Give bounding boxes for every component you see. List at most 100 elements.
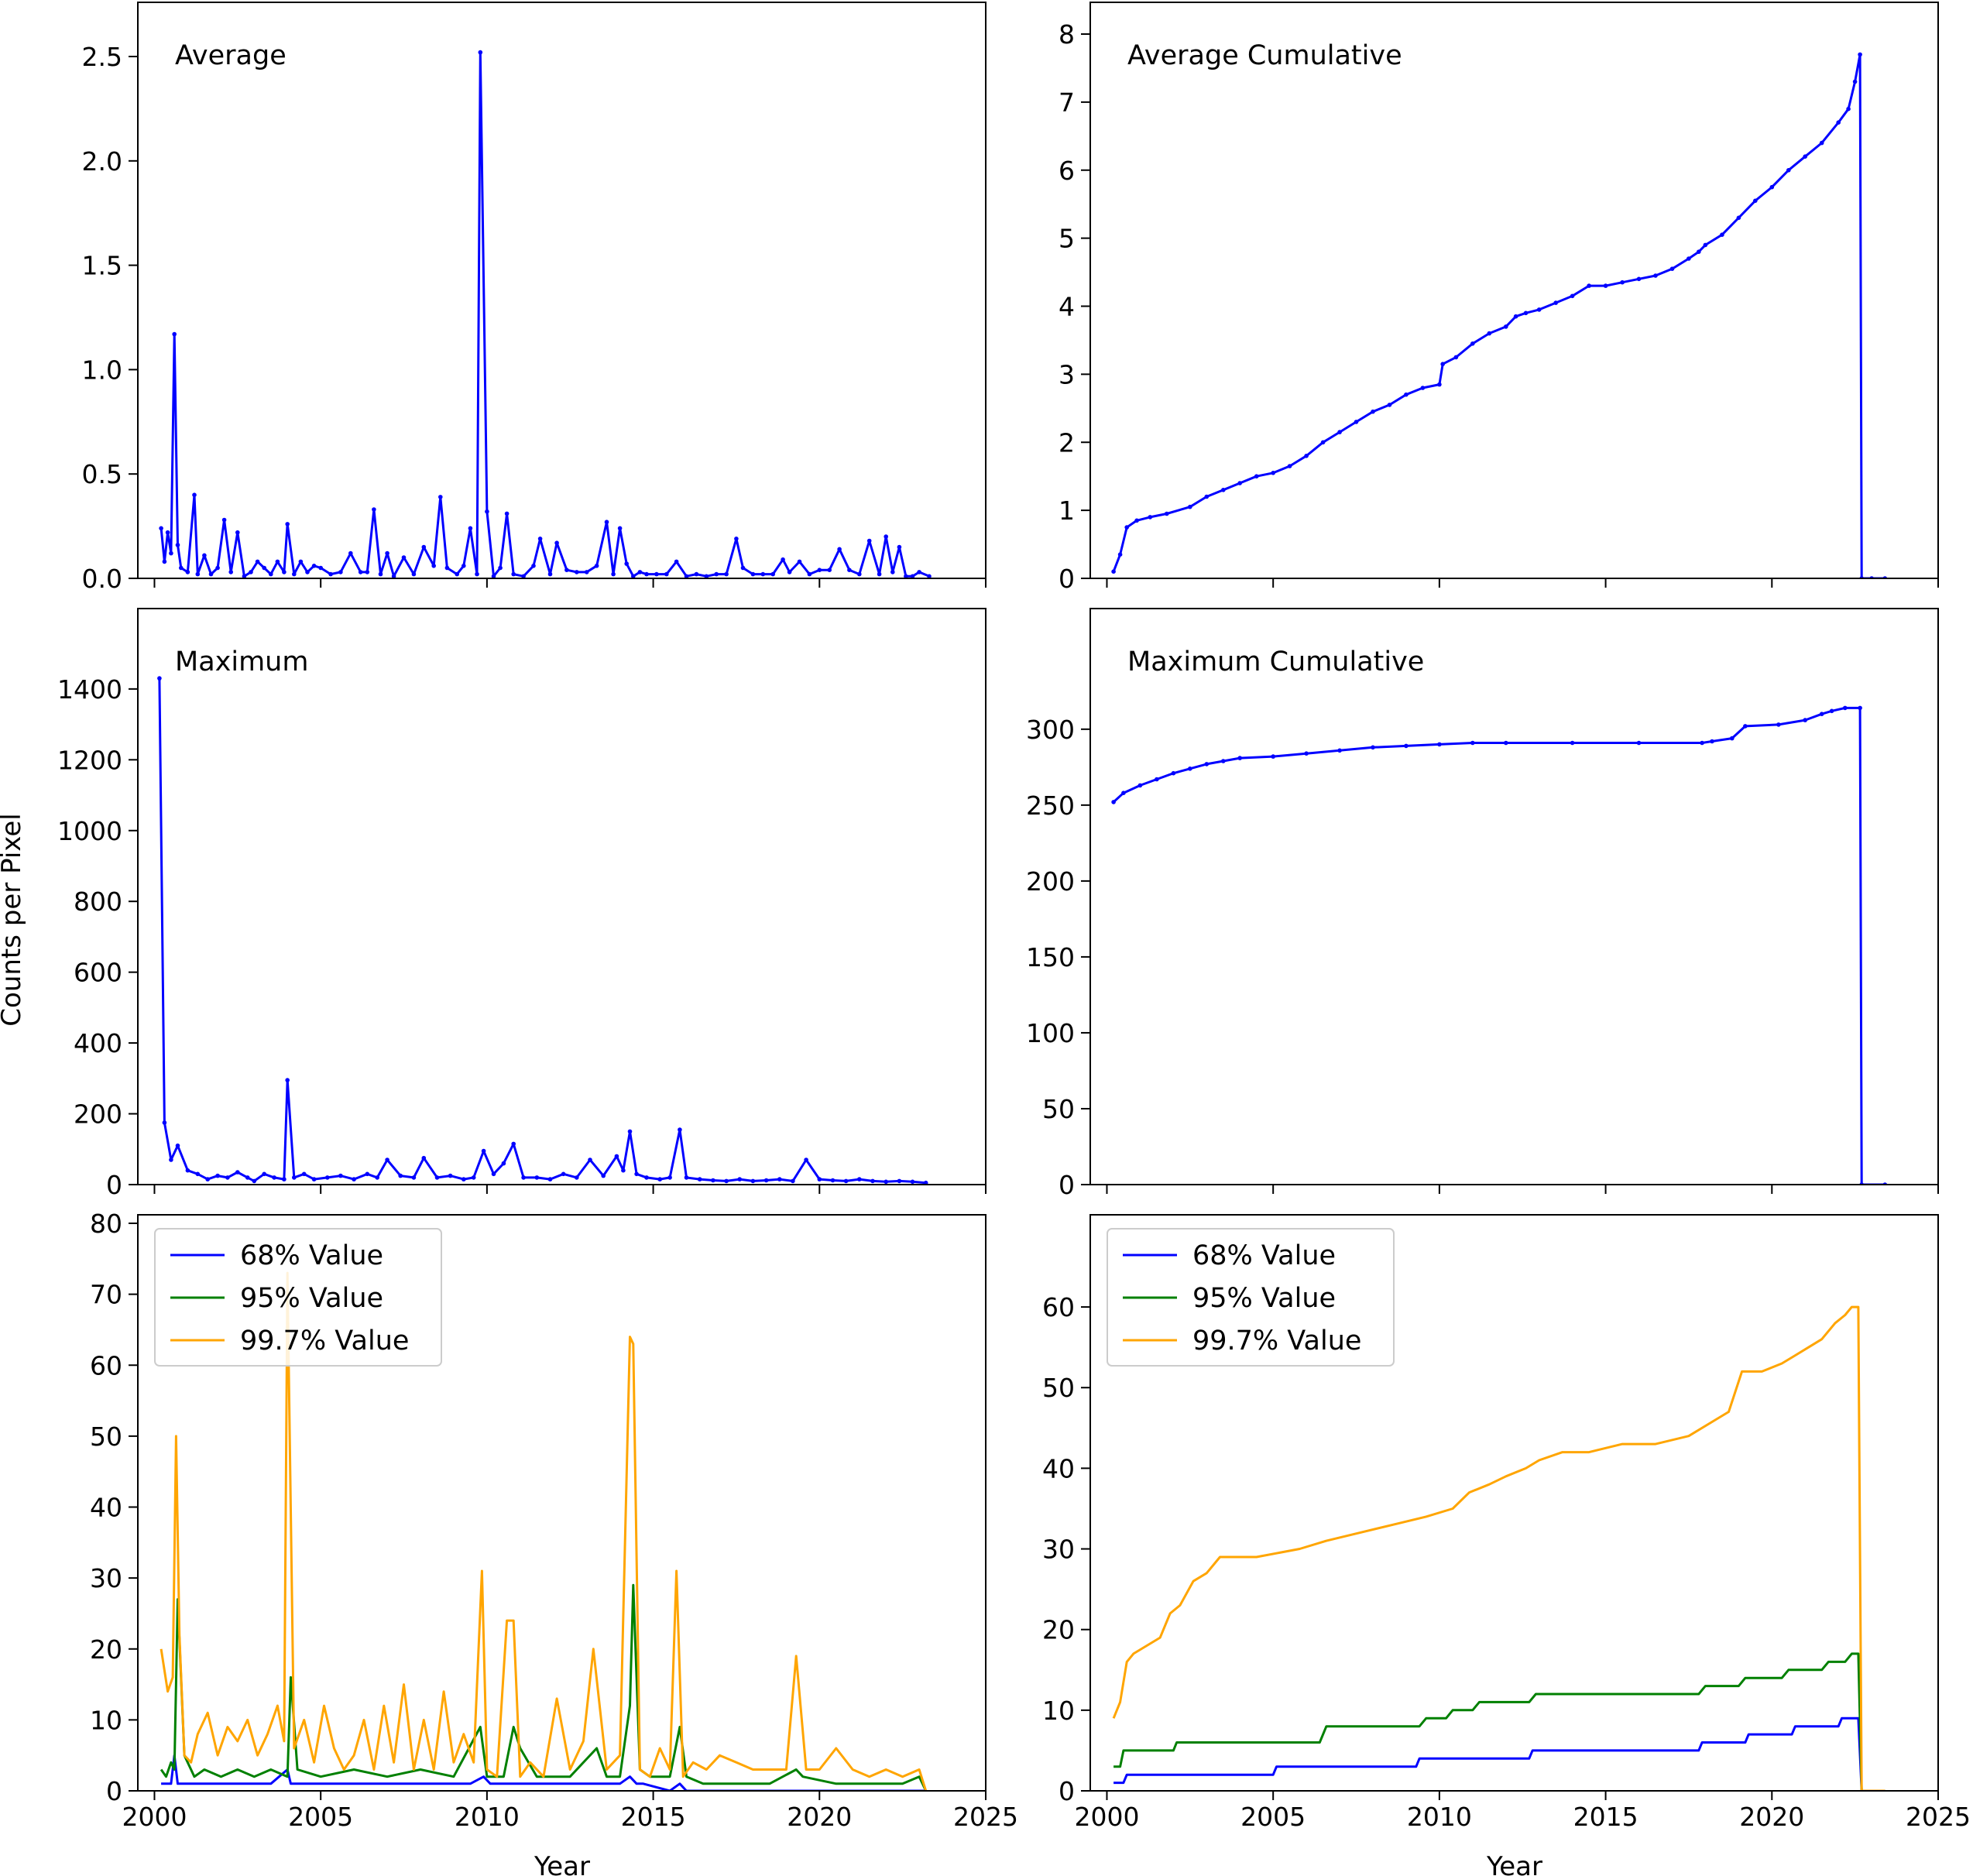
data-point-avg-0-53	[511, 571, 516, 577]
data-point-avg-0-36	[385, 550, 389, 556]
data-point-max-0-4	[185, 1168, 190, 1173]
data-point-max-0-56	[750, 1178, 756, 1184]
data-point-max-0-21	[352, 1177, 356, 1182]
panel-title-avgcum: Average Cumulative	[1127, 40, 1402, 71]
data-point-avgcum-0-12	[1287, 464, 1292, 468]
data-point-max-0-2	[169, 1157, 173, 1162]
data-point-avgcum-0-22	[1440, 362, 1445, 367]
data-point-avg-0-0	[159, 526, 163, 531]
data-point-max-0-55	[737, 1177, 742, 1182]
data-point-max-0-63	[843, 1178, 849, 1184]
data-point-max-0-68	[910, 1179, 915, 1185]
data-point-avgcum-0-48	[1836, 120, 1841, 125]
data-point-avg-0-42	[438, 495, 443, 499]
data-point-maxcum-0-10	[1304, 751, 1309, 756]
data-point-avg-0-12	[215, 565, 220, 571]
data-point-avg-0-98	[910, 574, 915, 578]
panel-pct: 2000 2005 2010 2015 2020 2025 0 10 20 30 40 50 60 70 8…	[90, 1209, 1018, 1832]
data-point-avg-0-46	[468, 526, 473, 531]
y-tick-label-avg-5: 2.5	[82, 42, 122, 72]
x-tick-label-pctcum-0: 2000	[1074, 1802, 1139, 1832]
data-point-avgcum-0-28	[1523, 310, 1529, 316]
data-point-avgcum-0-5	[1165, 511, 1169, 516]
data-point-avg-0-35	[378, 571, 383, 577]
data-point-avgcum-0-11	[1271, 471, 1275, 475]
data-point-avg-0-30	[338, 570, 343, 574]
data-point-avg-0-38	[401, 555, 407, 560]
data-point-maxcum-0-9	[1271, 754, 1275, 759]
data-point-maxcum-0-21	[1730, 736, 1735, 741]
data-point-max-0-1	[162, 1120, 167, 1125]
data-point-max-0-41	[588, 1157, 592, 1162]
y-tick-label-pctcum-6: 60	[1042, 1292, 1075, 1322]
data-point-avg-0-89	[837, 547, 842, 552]
data-point-avg-0-71	[664, 571, 669, 577]
data-point-max-0-20	[338, 1173, 343, 1178]
data-point-avg-0-54	[521, 574, 526, 578]
data-point-avg-0-49	[485, 509, 489, 514]
data-point-avg-0-37	[391, 574, 396, 578]
y-tick-label-maxcum-6: 300	[1026, 715, 1075, 745]
y-tick-label-maxcum-5: 250	[1026, 791, 1075, 821]
axes-frame-pct	[137, 1214, 986, 1792]
y-tick-label-pctcum-1: 10	[1042, 1696, 1075, 1726]
data-point-maxcum-0-16	[1504, 740, 1508, 746]
series-line-pct-0	[161, 1754, 926, 1791]
data-point-max-0-61	[817, 1177, 822, 1182]
data-point-max-0-23	[375, 1175, 380, 1180]
data-point-max-0-11	[252, 1178, 257, 1184]
data-point-max-0-35	[511, 1141, 516, 1147]
data-point-avg-0-2	[165, 530, 170, 535]
data-point-max-0-24	[385, 1157, 389, 1162]
data-point-avgcum-0-4	[1148, 515, 1153, 520]
y-tick-label-maxcum-1: 50	[1042, 1094, 1075, 1124]
data-point-avgcum-0-21	[1437, 382, 1442, 387]
data-point-avg-0-58	[554, 540, 559, 545]
x-tick-label-pct-0: 2000	[122, 1802, 187, 1832]
data-point-avgcum-0-31	[1570, 293, 1575, 299]
data-point-avg-0-11	[208, 571, 214, 577]
data-point-max-0-25	[398, 1173, 403, 1178]
data-point-maxcum-0-3	[1155, 777, 1159, 782]
data-point-avgcum-0-20	[1420, 386, 1426, 390]
panel-maxcum: 0 50 100 150 200 250 300 Maximum Cumulative	[1026, 608, 1939, 1200]
y-tick-label-max-2: 400	[74, 1028, 122, 1058]
y-tick-label-avgcum-3: 3	[1059, 359, 1075, 389]
legend-label-pct-1: 95% Value	[240, 1283, 383, 1314]
y-tick-label-pctcum-0: 0	[1059, 1776, 1075, 1806]
data-point-max-0-51	[684, 1175, 689, 1180]
data-point-avg-0-1	[162, 559, 167, 564]
data-point-avgcum-0-17	[1371, 409, 1375, 414]
data-point-max-0-14	[282, 1177, 287, 1182]
data-point-avg-0-63	[604, 520, 609, 524]
legend-label-pct-2: 99.7% Value	[240, 1326, 409, 1356]
data-point-avg-0-28	[318, 565, 324, 571]
data-point-avg-0-47	[475, 571, 479, 577]
data-point-avg-0-43	[444, 565, 450, 571]
data-point-max-0-6	[205, 1177, 211, 1182]
data-point-avgcum-0-6	[1188, 504, 1192, 509]
data-point-avg-0-16	[242, 574, 247, 578]
data-point-avgcum-0-42	[1736, 215, 1741, 221]
data-point-avgcum-0-30	[1553, 300, 1558, 305]
data-point-avg-0-4	[172, 331, 177, 337]
data-point-avg-0-51	[498, 565, 503, 571]
data-point-max-0-7	[215, 1173, 220, 1178]
data-point-avgcum-0-14	[1320, 440, 1326, 445]
data-point-max-0-48	[657, 1177, 662, 1182]
data-point-avg-0-96	[897, 544, 902, 550]
axes-frame-pctcum	[1089, 1214, 1939, 1792]
plots: 0.0 0.5 1.0 1.5 2.0 2.5 Average 0 1 2 3 4 5 6 7 8 Averag…	[57, 2, 1971, 1832]
x-tick-label-pctcum-4: 2020	[1739, 1802, 1804, 1832]
data-point-avg-0-33	[365, 570, 370, 574]
y-tick-label-pct-0: 0	[106, 1776, 122, 1806]
y-tick-label-pctcum-3: 30	[1042, 1535, 1075, 1565]
data-point-max-0-67	[897, 1178, 902, 1184]
data-point-avg-0-77	[724, 571, 729, 577]
figure-ylabel: Counts per Pixel	[0, 813, 27, 1026]
data-point-avgcum-0-3	[1134, 518, 1139, 523]
data-point-avg-0-84	[787, 570, 792, 574]
data-point-max-0-31	[471, 1175, 476, 1180]
data-point-avgcum-0-46	[1803, 154, 1807, 159]
data-point-max-0-18	[311, 1177, 317, 1182]
